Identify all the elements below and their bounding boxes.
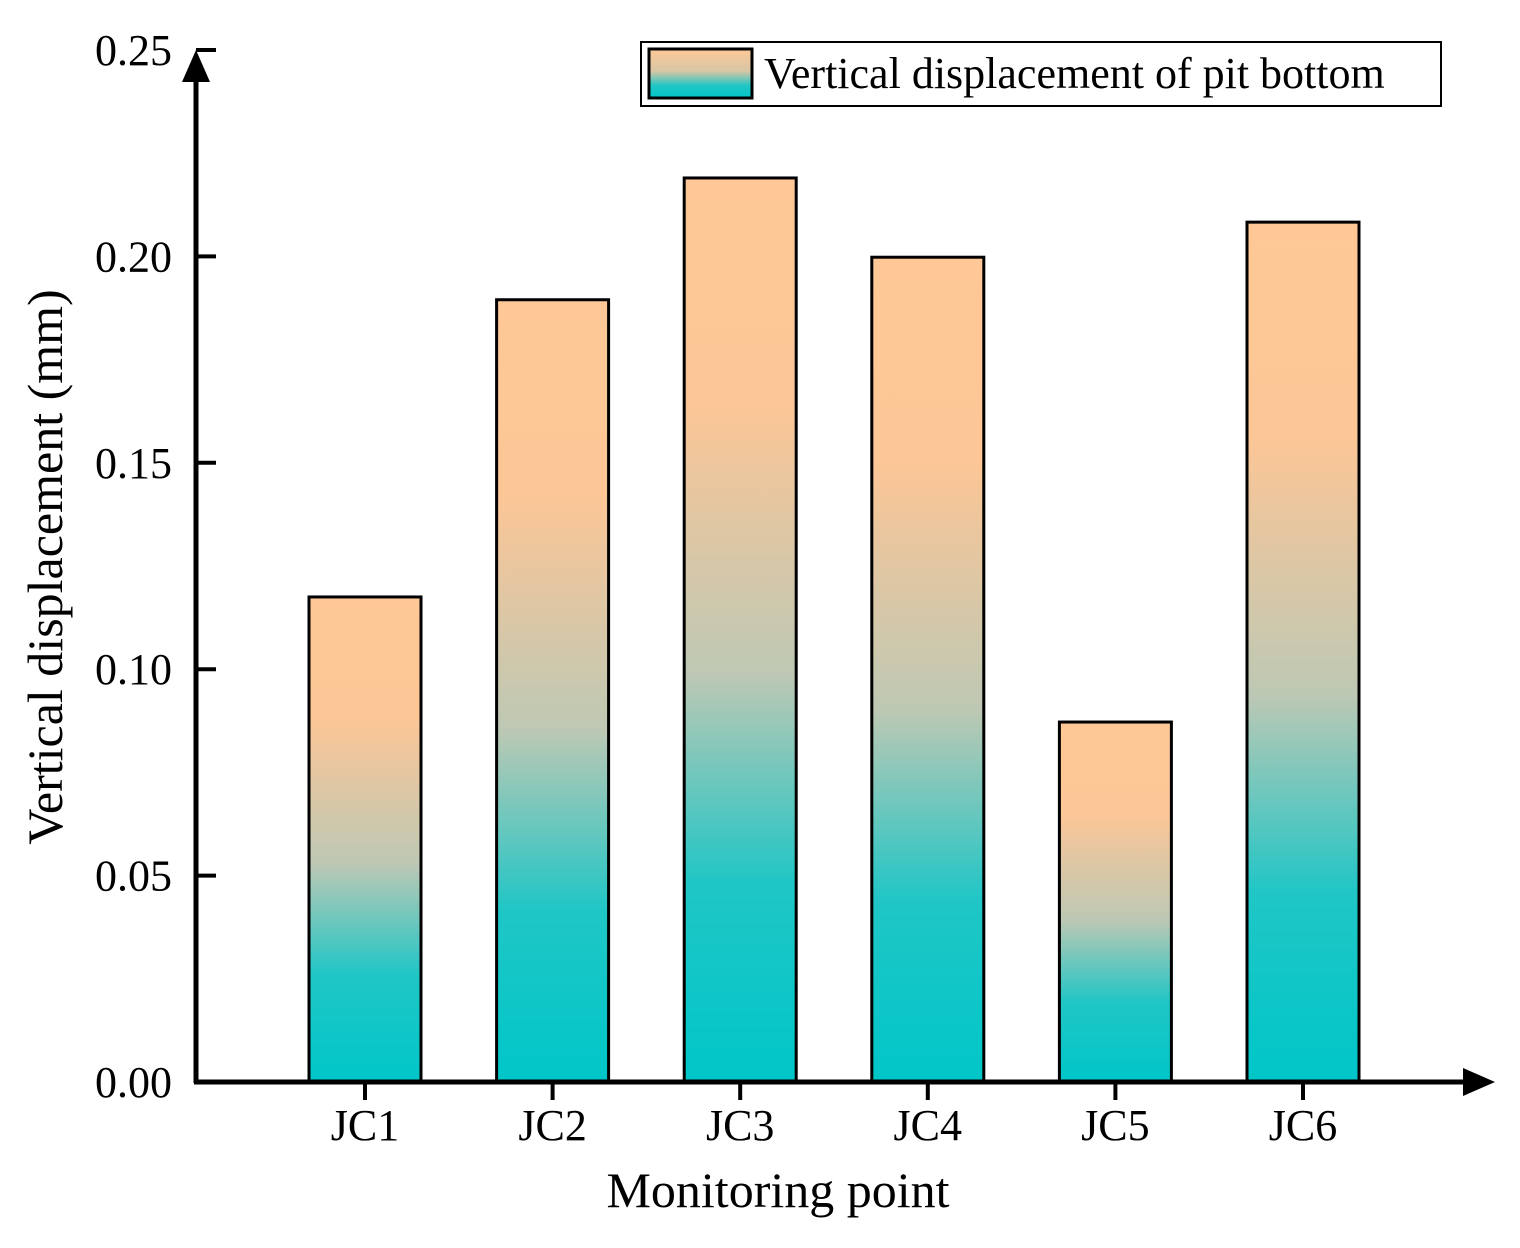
x-tick-label: JC3 (706, 1101, 774, 1150)
x-tick-label: JC6 (1269, 1101, 1337, 1150)
y-axis-arrow (182, 50, 210, 82)
legend: Vertical displacement of pit bottom (640, 41, 1442, 107)
bars-group (307, 176, 1361, 1084)
x-axis-label: Monitoring point (606, 1162, 949, 1218)
bar-jc3 (682, 176, 798, 1084)
bar-jc5 (1057, 720, 1173, 1084)
legend-swatch (647, 47, 754, 100)
bar-jc6 (1245, 220, 1361, 1084)
y-axis-label: Vertical displacement (mm) (17, 289, 73, 844)
x-axis-arrow (1463, 1068, 1495, 1096)
y-tick-label: 0.10 (95, 645, 172, 694)
y-tick-label: 0.15 (95, 439, 172, 488)
x-tick-label: JC2 (518, 1101, 586, 1150)
y-tick-label: 0.05 (95, 852, 172, 901)
bar-jc1 (307, 595, 423, 1084)
x-tick-label: JC1 (331, 1101, 399, 1150)
y-tick-label: 0.00 (95, 1058, 172, 1107)
x-tick-label: JC5 (1081, 1101, 1149, 1150)
bar-jc2 (495, 298, 611, 1084)
y-tick-label: 0.20 (95, 232, 172, 281)
y-ticks-group: 0.00 0.05 0.10 0.15 0.20 0.25 (95, 26, 216, 1107)
x-ticks-group: JC1 JC2 JC3 JC4 JC5 JC6 (331, 1082, 1337, 1150)
y-tick-label: 0.25 (95, 26, 172, 75)
bar-jc4 (870, 255, 986, 1084)
x-tick-label: JC4 (894, 1101, 962, 1150)
legend-label: Vertical displacement of pit bottom (764, 49, 1385, 98)
legend-frame (640, 41, 1442, 107)
